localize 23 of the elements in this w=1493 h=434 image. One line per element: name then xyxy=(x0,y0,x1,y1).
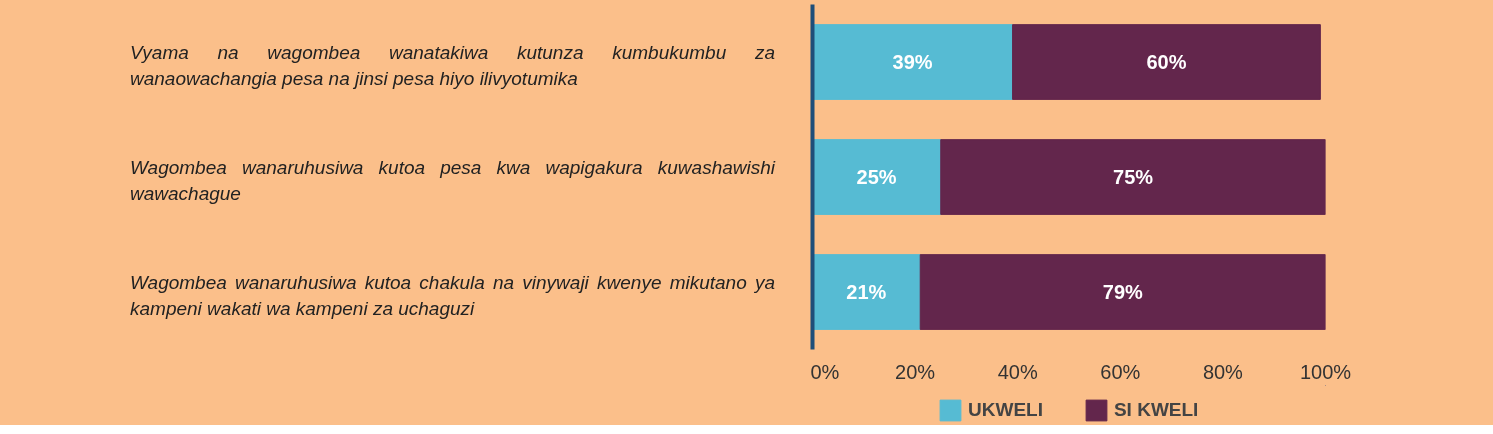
bar xyxy=(812,254,921,330)
bar xyxy=(919,254,1326,330)
data-label: 21% xyxy=(846,281,887,303)
x-tick-label: 100% xyxy=(1299,360,1352,383)
data-label: 39% xyxy=(892,51,933,73)
data-label: 25% xyxy=(856,166,897,188)
bar xyxy=(1012,24,1321,100)
x-tick-label: 60% xyxy=(1100,360,1141,383)
x-tick-label: 0% xyxy=(810,360,840,383)
x-tick-label: 80% xyxy=(1202,360,1244,383)
x-tick-label: 40% xyxy=(997,360,1038,383)
data-label: 79% xyxy=(1102,281,1144,303)
y-tick-label: Vyama na wagombea wanatakiwa kutunza kumbukumbu za wanaowachangia pesa na jinsi pesa hiyo ilivyotumika xyxy=(130,41,775,91)
legend-label: SI KWELI xyxy=(1113,399,1199,421)
y-tick-label: Wagombea wanaruhusiwa kutoa pesa kwa wapigakura kuwashawishi wawachague xyxy=(130,156,775,206)
data-label: 75% xyxy=(1113,166,1154,188)
bar xyxy=(812,139,942,215)
y-tick-label: Wagombea wanaruhusiwa kutoa chakula na vinywaji kwenye mikutano ya kampeni wakati wa kampeni za uchaguzi xyxy=(130,271,775,321)
x-tick-label: 20% xyxy=(895,360,936,383)
bar xyxy=(812,24,1014,100)
legend-label: UKWELI xyxy=(968,399,1043,421)
data-label: 60% xyxy=(1146,51,1187,73)
bar xyxy=(940,139,1326,215)
